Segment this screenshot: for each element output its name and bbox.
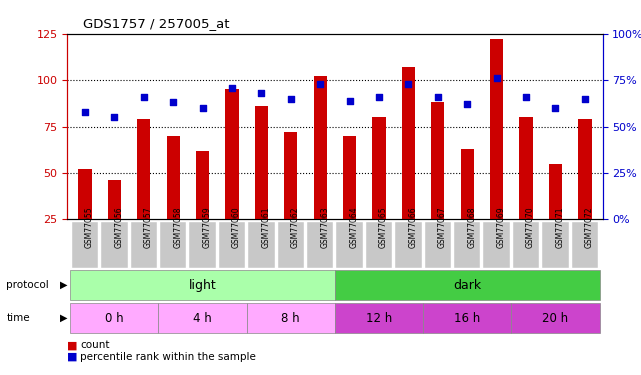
FancyBboxPatch shape [71, 303, 158, 333]
Bar [226, 90, 238, 266]
Point [168, 99, 178, 105]
Point [138, 94, 149, 100]
Text: GSM77060: GSM77060 [232, 206, 241, 248]
Bar [313, 76, 327, 266]
Bar [254, 106, 268, 266]
Text: GDS1757 / 257005_at: GDS1757 / 257005_at [83, 17, 230, 30]
Point [551, 105, 561, 111]
Point [227, 85, 237, 91]
FancyBboxPatch shape [307, 222, 333, 268]
FancyBboxPatch shape [366, 222, 392, 268]
Bar [137, 119, 151, 266]
Point [374, 94, 384, 100]
Text: ▶: ▶ [60, 280, 67, 290]
Bar [196, 151, 209, 266]
FancyBboxPatch shape [542, 222, 569, 268]
Text: GSM77064: GSM77064 [349, 206, 358, 248]
FancyBboxPatch shape [395, 222, 422, 268]
Text: 0 h: 0 h [105, 312, 124, 325]
Text: 20 h: 20 h [542, 312, 569, 325]
FancyBboxPatch shape [219, 222, 246, 268]
Text: 8 h: 8 h [281, 312, 300, 325]
FancyBboxPatch shape [423, 303, 512, 333]
Point [286, 96, 296, 102]
Text: dark: dark [453, 279, 481, 292]
Text: GSM77065: GSM77065 [379, 206, 388, 248]
Point [579, 96, 590, 102]
Bar [549, 164, 562, 266]
FancyBboxPatch shape [101, 222, 128, 268]
Point [521, 94, 531, 100]
Bar [519, 117, 533, 266]
FancyBboxPatch shape [189, 222, 216, 268]
FancyBboxPatch shape [71, 270, 335, 300]
FancyBboxPatch shape [72, 222, 98, 268]
FancyBboxPatch shape [424, 222, 451, 268]
Text: GSM77056: GSM77056 [114, 206, 123, 248]
Text: percentile rank within the sample: percentile rank within the sample [80, 352, 256, 362]
Bar [461, 149, 474, 266]
FancyBboxPatch shape [158, 303, 247, 333]
Text: GSM77068: GSM77068 [467, 206, 476, 248]
FancyBboxPatch shape [131, 222, 157, 268]
Text: 4 h: 4 h [193, 312, 212, 325]
Text: GSM77070: GSM77070 [526, 206, 535, 248]
Point [315, 81, 326, 87]
Bar [167, 136, 179, 266]
Text: ■: ■ [67, 340, 78, 350]
Text: GSM77061: GSM77061 [262, 206, 271, 248]
FancyBboxPatch shape [454, 222, 481, 268]
Bar [372, 117, 386, 266]
FancyBboxPatch shape [335, 303, 423, 333]
Text: GSM77055: GSM77055 [85, 206, 94, 248]
Text: GSM77067: GSM77067 [438, 206, 447, 248]
Text: GSM77063: GSM77063 [320, 206, 329, 248]
Bar [431, 102, 444, 266]
Text: ▶: ▶ [60, 313, 67, 323]
Bar [284, 132, 297, 266]
Text: GSM77058: GSM77058 [173, 206, 182, 248]
Text: GSM77069: GSM77069 [497, 206, 506, 248]
Point [403, 81, 413, 87]
Point [492, 75, 502, 81]
Text: GSM77066: GSM77066 [408, 206, 417, 248]
Text: count: count [80, 340, 110, 350]
Text: 12 h: 12 h [366, 312, 392, 325]
FancyBboxPatch shape [483, 222, 510, 268]
Bar [578, 119, 592, 266]
Point [462, 101, 472, 107]
Bar [490, 39, 503, 266]
Bar [402, 67, 415, 266]
Text: GSM77059: GSM77059 [203, 206, 212, 248]
FancyBboxPatch shape [247, 303, 335, 333]
Text: 16 h: 16 h [454, 312, 480, 325]
Text: GSM77057: GSM77057 [144, 206, 153, 248]
Point [80, 109, 90, 115]
Text: GSM77071: GSM77071 [556, 206, 565, 248]
FancyBboxPatch shape [248, 222, 274, 268]
Text: GSM77072: GSM77072 [585, 206, 594, 248]
Text: protocol: protocol [6, 280, 49, 290]
Point [109, 114, 119, 120]
FancyBboxPatch shape [337, 222, 363, 268]
FancyBboxPatch shape [513, 222, 539, 268]
FancyBboxPatch shape [160, 222, 187, 268]
Point [433, 94, 443, 100]
Bar [108, 180, 121, 266]
FancyBboxPatch shape [335, 270, 599, 300]
Point [256, 90, 267, 96]
Bar [78, 169, 92, 266]
Point [344, 98, 354, 104]
Text: light: light [188, 279, 217, 292]
Text: time: time [6, 313, 30, 323]
FancyBboxPatch shape [512, 303, 599, 333]
Bar [343, 136, 356, 266]
Point [197, 105, 208, 111]
FancyBboxPatch shape [278, 222, 304, 268]
FancyBboxPatch shape [572, 222, 598, 268]
Text: ■: ■ [67, 352, 78, 362]
Text: GSM77062: GSM77062 [291, 206, 300, 248]
